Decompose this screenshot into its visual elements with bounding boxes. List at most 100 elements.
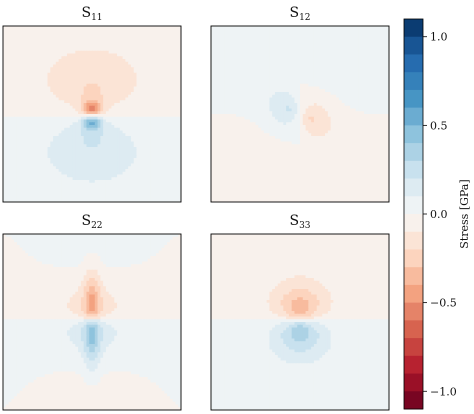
heatmap-cell bbox=[53, 64, 57, 68]
heatmap-cell bbox=[311, 28, 315, 33]
heatmap-cell bbox=[147, 48, 152, 52]
heatmap-cell bbox=[105, 70, 110, 74]
heatmap-cell bbox=[117, 177, 121, 181]
heatmap-cell bbox=[75, 50, 79, 55]
heatmap-cell bbox=[336, 50, 340, 55]
heatmap-cell bbox=[53, 61, 57, 66]
heatmap-cell bbox=[25, 108, 29, 112]
heatmap-cell bbox=[136, 81, 140, 85]
heatmap-cell bbox=[313, 61, 318, 66]
heatmap-cell bbox=[11, 75, 15, 79]
heatmap-cell bbox=[75, 75, 79, 79]
heatmap-cell bbox=[89, 70, 93, 74]
heatmap-cell bbox=[83, 108, 88, 112]
heatmap-cell bbox=[280, 50, 284, 55]
heatmap-cell bbox=[136, 133, 140, 137]
heatmap-cell bbox=[211, 61, 215, 66]
heatmap-cell bbox=[153, 160, 157, 165]
heatmap-cell bbox=[108, 72, 113, 77]
heatmap-cell bbox=[41, 34, 46, 38]
heatmap-cell bbox=[178, 136, 181, 140]
heatmap-cell bbox=[369, 61, 373, 66]
heatmap-cell bbox=[28, 114, 32, 118]
heatmap-cell bbox=[33, 188, 37, 192]
heatmap-cell bbox=[169, 45, 174, 49]
heatmap-cell bbox=[172, 103, 177, 107]
heatmap-cell bbox=[363, 56, 368, 60]
heatmap-cell bbox=[142, 122, 146, 126]
heatmap-cell bbox=[150, 108, 154, 112]
heatmap-cell bbox=[14, 125, 18, 129]
heatmap-cell bbox=[61, 185, 65, 189]
heatmap-cell bbox=[158, 42, 163, 46]
heatmap-cell bbox=[69, 152, 74, 156]
heatmap-cell bbox=[263, 37, 268, 41]
heatmap-cell bbox=[100, 111, 104, 115]
heatmap-cell bbox=[89, 39, 93, 44]
heatmap-cell bbox=[147, 72, 152, 77]
heatmap-cell bbox=[325, 26, 329, 30]
heatmap-cell bbox=[291, 50, 296, 55]
heatmap-cell bbox=[130, 171, 135, 176]
heatmap-cell bbox=[108, 199, 113, 202]
heatmap-cell bbox=[28, 92, 32, 96]
heatmap-cell bbox=[286, 26, 290, 30]
heatmap-cell bbox=[167, 53, 171, 57]
heatmap-cell bbox=[269, 39, 273, 44]
heatmap-cell bbox=[58, 103, 63, 107]
heatmap-cell bbox=[119, 174, 124, 178]
heatmap-cell bbox=[11, 59, 15, 63]
heatmap-cell bbox=[130, 114, 135, 118]
heatmap-cell bbox=[358, 34, 362, 38]
heatmap-cell bbox=[33, 64, 37, 68]
heatmap-cell bbox=[252, 28, 257, 33]
heatmap-cell bbox=[128, 56, 132, 60]
heatmap-cell bbox=[302, 56, 307, 60]
heatmap-cell bbox=[133, 83, 138, 88]
heatmap-cell bbox=[169, 138, 174, 143]
heatmap-cell bbox=[122, 141, 126, 145]
heatmap-cell bbox=[130, 72, 135, 77]
heatmap-cell bbox=[92, 114, 96, 118]
heatmap-cell bbox=[94, 191, 99, 195]
heatmap-cell bbox=[86, 171, 90, 176]
heatmap-cell bbox=[142, 116, 146, 121]
heatmap-cell bbox=[105, 169, 110, 173]
heatmap-cell bbox=[119, 122, 124, 126]
heatmap-cell bbox=[55, 149, 60, 154]
heatmap-cell bbox=[311, 50, 315, 55]
heatmap-cell bbox=[108, 70, 113, 74]
heatmap-cell bbox=[69, 45, 74, 49]
heatmap-cell bbox=[41, 50, 46, 55]
heatmap-cell bbox=[66, 67, 71, 71]
heatmap-cell bbox=[30, 182, 35, 187]
heatmap-cell bbox=[122, 105, 126, 110]
heatmap-cell bbox=[44, 147, 49, 151]
heatmap-cell bbox=[44, 160, 49, 165]
heatmap-cell bbox=[283, 53, 287, 57]
heatmap-cell bbox=[325, 42, 329, 46]
heatmap-cell bbox=[136, 48, 140, 52]
heatmap-cell bbox=[25, 163, 29, 167]
heatmap-cell bbox=[111, 180, 115, 184]
heatmap-cell bbox=[263, 34, 268, 38]
heatmap-cell bbox=[50, 163, 54, 167]
heatmap-cell bbox=[61, 127, 65, 132]
heatmap-cell bbox=[72, 152, 76, 156]
heatmap-cell bbox=[300, 45, 304, 49]
heatmap-cell bbox=[58, 136, 63, 140]
heatmap-cell bbox=[97, 171, 101, 176]
heatmap-cell bbox=[308, 37, 312, 41]
heatmap-cell bbox=[41, 37, 46, 41]
heatmap-cell bbox=[164, 50, 168, 55]
heatmap-cell bbox=[361, 53, 365, 57]
heatmap-cell bbox=[25, 180, 29, 184]
heatmap-cell bbox=[105, 116, 110, 121]
heatmap-cell bbox=[72, 50, 76, 55]
heatmap-cell bbox=[47, 56, 51, 60]
heatmap-cell bbox=[128, 163, 132, 167]
heatmap-cell bbox=[119, 136, 124, 140]
heatmap-cell bbox=[97, 193, 101, 198]
heatmap-cell bbox=[377, 34, 382, 38]
heatmap-cell bbox=[147, 130, 152, 134]
